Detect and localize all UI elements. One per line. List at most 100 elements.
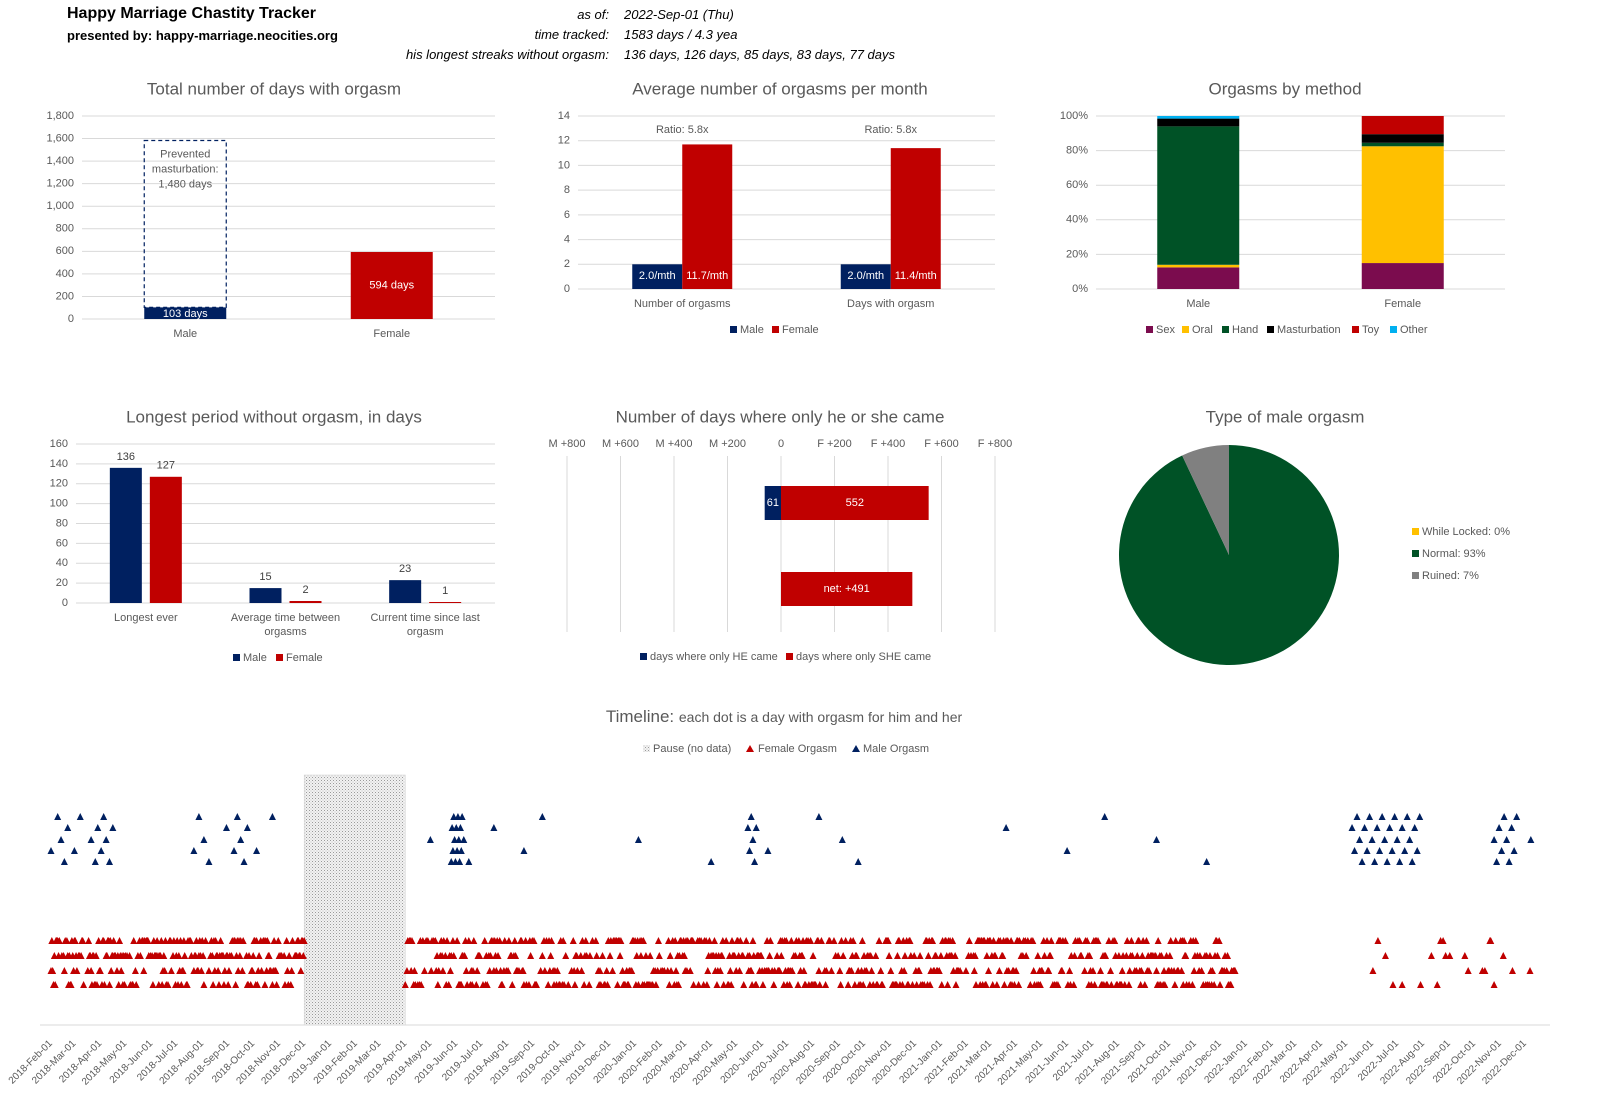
streaks-value: 136 days, 126 days, 85 days, 83 days, 77… <box>624 47 896 62</box>
female-orgasm-dot <box>1097 967 1105 974</box>
legend-only-she-label: days where only SHE came <box>796 651 931 663</box>
data-label-male: 2.0/mth <box>639 270 676 282</box>
data-label-female: 127 <box>157 460 175 472</box>
legend-pause-swatch <box>643 745 650 752</box>
female-orgasm-dot <box>1231 967 1239 974</box>
female-orgasm-dot <box>1118 967 1126 974</box>
female-orgasm-dot <box>1000 981 1008 988</box>
male-orgasm-dot <box>1398 824 1406 831</box>
female-orgasm-dot <box>177 981 185 988</box>
female-orgasm-dot <box>872 952 880 959</box>
female-orgasm-dot <box>149 981 157 988</box>
female-orgasm-dot <box>680 952 688 959</box>
data-label-female: 11.4/mth <box>895 270 937 282</box>
female-orgasm-dot <box>675 981 683 988</box>
female-orgasm-dot <box>136 952 144 959</box>
male-orgasm-dot <box>749 836 757 843</box>
female-orgasm-dot <box>999 952 1007 959</box>
male-orgasm-dot <box>1413 847 1421 854</box>
female-orgasm-dot <box>1061 937 1069 944</box>
male-orgasm-dot <box>240 858 248 865</box>
female-orgasm-dot <box>483 981 491 988</box>
female-orgasm-dot <box>1045 967 1053 974</box>
female-orgasm-dot <box>858 937 866 944</box>
female-orgasm-dot <box>519 967 527 974</box>
female-orgasm-dot <box>868 967 876 974</box>
female-orgasm-dot <box>1089 967 1097 974</box>
male-orgasm-dot <box>1203 858 1211 865</box>
female-orgasm-dot <box>49 967 57 974</box>
chart-only-tick-label: M +600 <box>602 438 639 450</box>
male-orgasm-dot <box>97 847 105 854</box>
male-orgasm-dot <box>64 824 72 831</box>
female-orgasm-dot <box>816 981 824 988</box>
chart-by-method-tick-label: 20% <box>1066 248 1088 260</box>
male-orgasm-dot <box>1353 813 1361 820</box>
female-orgasm-dot <box>932 952 940 959</box>
female-orgasm-dot <box>504 967 512 974</box>
female-orgasm-dot <box>1374 937 1382 944</box>
legend-sex-swatch <box>1146 326 1153 333</box>
female-orgasm-dot <box>752 981 760 988</box>
female-orgasm-dot <box>446 967 454 974</box>
bar-female <box>429 602 462 603</box>
female-orgasm-dot <box>548 937 556 944</box>
female-orgasm-dot <box>639 937 647 944</box>
female-orgasm-dot <box>525 981 533 988</box>
female-orgasm-dot <box>512 952 520 959</box>
female-orgasm-dot <box>1111 937 1119 944</box>
male-orgasm-dot <box>105 858 113 865</box>
chart-longest-tick-label: 60 <box>56 537 68 549</box>
legend-male-orgasm-marker <box>852 745 860 752</box>
male-orgasm-dot <box>1510 847 1518 854</box>
female-orgasm-dot <box>287 981 295 988</box>
chart-longest-tick-label: 100 <box>50 498 68 510</box>
chart-only-tick-label: F +200 <box>817 438 852 450</box>
female-orgasm-dot <box>614 981 622 988</box>
female-orgasm-dot <box>494 952 502 959</box>
legend-only-he-label: days where only HE came <box>650 651 778 663</box>
female-orgasm-dot <box>787 937 795 944</box>
female-orgasm-dot <box>885 952 893 959</box>
female-orgasm-dot <box>1127 937 1135 944</box>
female-orgasm-dot <box>462 967 470 974</box>
female-orgasm-dot <box>427 967 435 974</box>
female-orgasm-dot <box>67 981 75 988</box>
male-orgasm-dot <box>1416 813 1424 820</box>
female-orgasm-dot <box>434 981 442 988</box>
chart-only-title: Number of days where only he or she came <box>616 407 945 426</box>
female-orgasm-dot <box>985 967 993 974</box>
female-orgasm-dot <box>616 952 624 959</box>
chart-total-days-tick-label: 0 <box>68 313 74 325</box>
legend-male-label: Male <box>740 324 764 336</box>
female-orgasm-dot <box>197 967 205 974</box>
female-orgasm-dot <box>273 981 281 988</box>
female-orgasm-dot <box>1417 981 1425 988</box>
male-orgasm-dot <box>1391 813 1399 820</box>
female-orgasm-dot <box>79 937 87 944</box>
streaks-label: his longest streaks without orgasm: <box>405 47 609 62</box>
male-orgasm-dot <box>1361 824 1369 831</box>
female-orgasm-dot <box>606 952 614 959</box>
female-orgasm-dot <box>1172 937 1180 944</box>
male-orgasm-dot <box>538 813 546 820</box>
chart-by-method-tick-label: 80% <box>1066 145 1088 157</box>
male-orgasm-dot <box>1498 847 1506 854</box>
legend-ruined-label: Ruined: 7% <box>1422 570 1479 582</box>
female-orgasm-dot <box>280 952 288 959</box>
female-orgasm-dot <box>1041 952 1049 959</box>
chart-by-method-tick-label: 0% <box>1072 283 1088 295</box>
chart-avg-month-tick-label: 4 <box>564 233 570 245</box>
annotation-line: 1,480 days <box>158 178 212 190</box>
data-label-male: 103 days <box>163 308 208 320</box>
male-orgasm-dot <box>1396 858 1404 865</box>
female-orgasm-dot <box>285 952 293 959</box>
female-orgasm-dot <box>496 937 504 944</box>
male-orgasm-dot <box>747 813 755 820</box>
female-orgasm-dot <box>559 937 567 944</box>
male-orgasm-dot <box>47 847 55 854</box>
female-orgasm-dot <box>747 967 755 974</box>
data-label-only-she: 552 <box>846 497 864 509</box>
female-orgasm-dot <box>1107 967 1115 974</box>
chart-avg-month-title: Average number of orgasms per month <box>632 79 927 98</box>
